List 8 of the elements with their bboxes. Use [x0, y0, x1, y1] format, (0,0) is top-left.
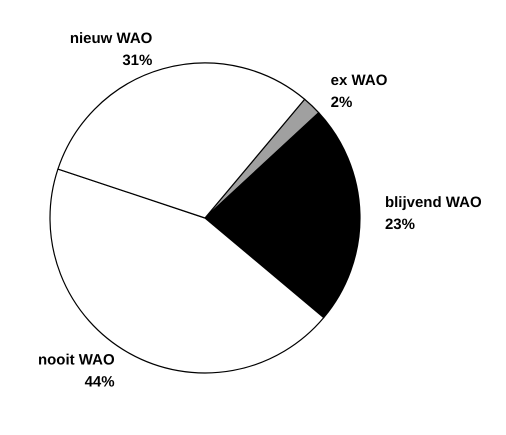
data-label: 23%: [384, 216, 415, 234]
data-label: 2%: [330, 94, 352, 111]
slice-label: nooit WAO: [38, 351, 115, 368]
slice-label: ex WAO: [330, 72, 388, 89]
data-label: 31%: [122, 52, 152, 70]
slice-label: nieuw WAO: [70, 30, 153, 48]
data-label: 44%: [84, 373, 115, 390]
slice-label: blijvend WAO: [384, 194, 482, 212]
